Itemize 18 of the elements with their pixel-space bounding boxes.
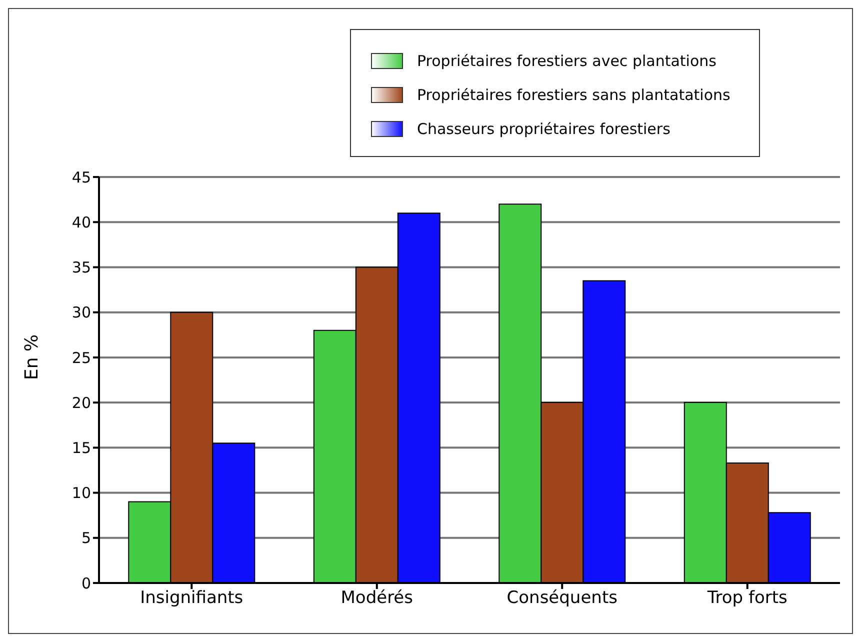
y-tick-label: 25	[72, 348, 91, 367]
x-tick-label: Insignifiants	[140, 588, 244, 608]
y-tick-label: 0	[81, 574, 91, 592]
x-tick-label: Trop forts	[706, 588, 788, 608]
y-tick-label: 45	[72, 168, 91, 186]
y-tick-label: 15	[72, 438, 91, 457]
y-axis-title: En %	[21, 334, 42, 380]
legend-label: Propriétaires forestiers sans plantatations	[417, 86, 730, 104]
y-tick-label: 35	[72, 258, 91, 277]
y-tick-label: 20	[72, 394, 91, 412]
y-tick-label: 30	[72, 304, 91, 322]
y-tick-label: 40	[72, 213, 91, 232]
y-tick-label: 10	[72, 484, 91, 502]
y-tick-label: 5	[81, 529, 91, 548]
x-tick-label: Conséquents	[506, 588, 618, 608]
legend-label: Propriétaires forestiers avec plantations	[417, 52, 716, 70]
x-tick-label: Modérés	[340, 588, 414, 608]
legend-label: Chasseurs propriétaires forestiers	[417, 120, 670, 138]
